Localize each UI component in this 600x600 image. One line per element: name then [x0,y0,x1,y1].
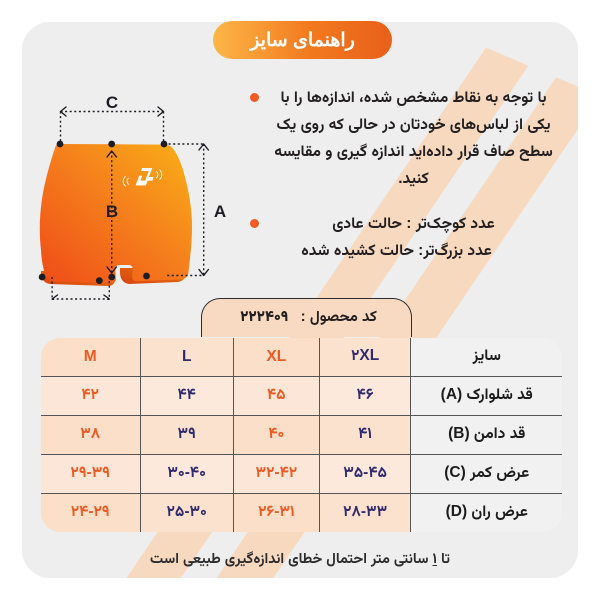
svg-text:B: B [106,202,118,221]
svg-text:C: C [106,95,118,112]
svg-text:A: A [214,202,226,221]
